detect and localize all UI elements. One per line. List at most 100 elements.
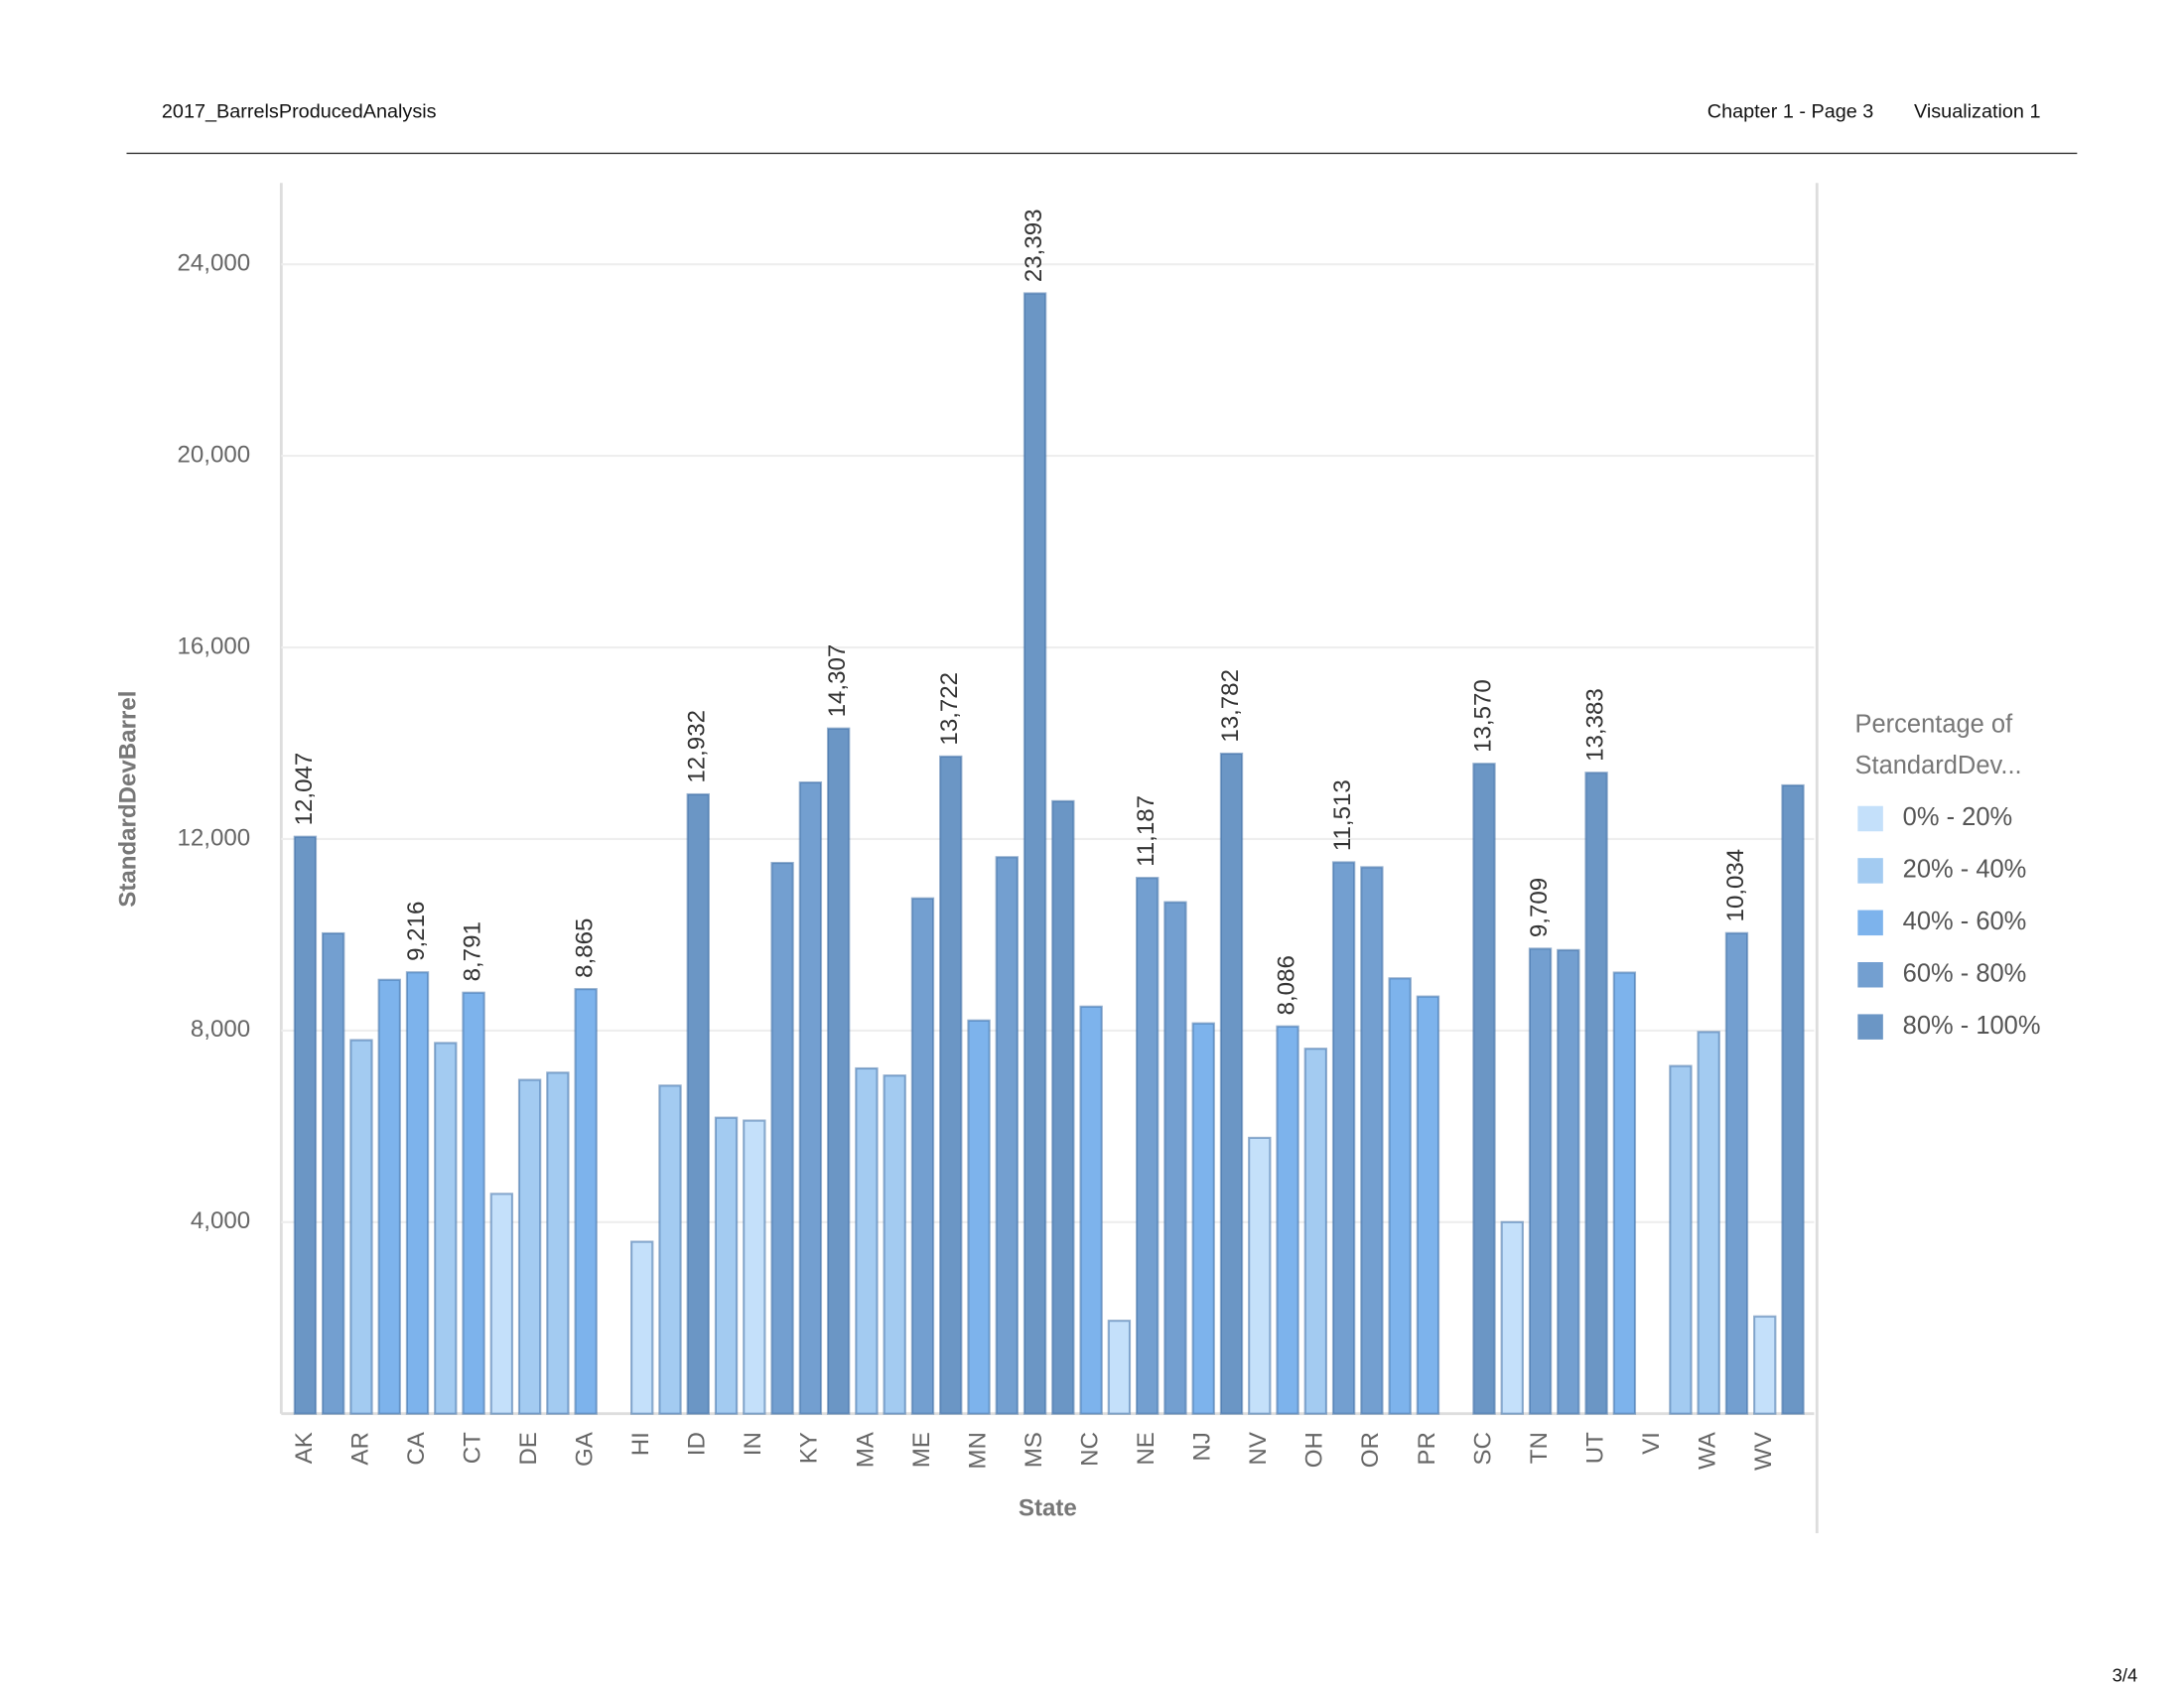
x-tick-label: DE bbox=[515, 1432, 542, 1465]
bar bbox=[939, 755, 963, 1415]
x-tick-label: HI bbox=[627, 1432, 654, 1456]
y-tick-label: 20,000 bbox=[178, 441, 251, 468]
legend-label: 0% - 20% bbox=[1903, 803, 2013, 831]
y-tick-label: 16,000 bbox=[178, 633, 251, 659]
data-label: 14,307 bbox=[824, 644, 851, 718]
data-label: 23,393 bbox=[1021, 209, 1047, 282]
section-label: Visualization 1 bbox=[1914, 101, 2041, 123]
y-tick-label: 8,000 bbox=[191, 1016, 250, 1043]
legend-swatch bbox=[1857, 961, 1883, 988]
report-title: 2017_BarrelsProducedAnalysis bbox=[162, 101, 437, 123]
bar bbox=[883, 1074, 906, 1415]
bar bbox=[1107, 1320, 1132, 1415]
x-tick-label: TN bbox=[1526, 1432, 1553, 1464]
x-tick-label: CA bbox=[403, 1431, 430, 1465]
bar bbox=[321, 931, 345, 1415]
bar bbox=[910, 897, 935, 1415]
x-tick-label: NC bbox=[1076, 1432, 1103, 1467]
legend-title: Percentage of bbox=[1855, 711, 2014, 739]
bar bbox=[546, 1071, 570, 1415]
bar bbox=[489, 1193, 514, 1415]
bar bbox=[434, 1042, 458, 1415]
y-tick-label: 24,000 bbox=[178, 250, 251, 277]
legend-label: 60% - 80% bbox=[1903, 959, 2027, 987]
bar bbox=[658, 1084, 682, 1415]
x-tick-label: GA bbox=[572, 1431, 599, 1467]
x-tick-label: KY bbox=[796, 1432, 823, 1464]
bar bbox=[1360, 866, 1384, 1415]
bar bbox=[1303, 1048, 1328, 1415]
x-tick-label: MS bbox=[1021, 1432, 1047, 1468]
bar bbox=[1724, 931, 1749, 1415]
data-label: 9,216 bbox=[403, 902, 430, 961]
bar bbox=[1388, 977, 1412, 1415]
legend-swatch bbox=[1857, 805, 1883, 832]
bar bbox=[1023, 292, 1047, 1415]
legend-swatch bbox=[1857, 910, 1883, 936]
x-tick-label: NE bbox=[1133, 1432, 1160, 1465]
legend-label: 20% - 40% bbox=[1903, 856, 2027, 884]
bar bbox=[1276, 1025, 1299, 1415]
bar bbox=[1753, 1315, 1777, 1415]
bar bbox=[1697, 1031, 1720, 1415]
page-number: 3/4 bbox=[2113, 1664, 2138, 1685]
bar bbox=[349, 1039, 373, 1415]
bar bbox=[1584, 772, 1608, 1415]
chapter-label: Chapter 1 - Page 3 bbox=[1707, 101, 1874, 123]
data-label: 13,383 bbox=[1581, 688, 1608, 762]
x-tick-label: AK bbox=[291, 1432, 318, 1464]
y-tick-label: 4,000 bbox=[191, 1207, 250, 1234]
bar bbox=[1500, 1220, 1524, 1415]
bar bbox=[770, 862, 794, 1415]
legend-label: 40% - 60% bbox=[1903, 908, 2027, 935]
x-axis-title: State bbox=[1019, 1494, 1077, 1521]
bar bbox=[967, 1019, 991, 1415]
bar bbox=[1219, 752, 1244, 1415]
data-label: 8,865 bbox=[572, 918, 599, 978]
bar bbox=[798, 780, 823, 1415]
x-tick-label: WV bbox=[1750, 1432, 1777, 1471]
x-tick-label: MA bbox=[852, 1431, 879, 1468]
bar bbox=[995, 856, 1019, 1415]
bar bbox=[826, 727, 851, 1415]
bar bbox=[1669, 1064, 1693, 1415]
bar bbox=[1248, 1136, 1272, 1415]
bar bbox=[517, 1078, 542, 1415]
bar bbox=[1051, 799, 1075, 1415]
data-label: 11,187 bbox=[1133, 795, 1160, 867]
bar bbox=[630, 1240, 654, 1415]
bar bbox=[714, 1116, 739, 1415]
x-tick-label: SC bbox=[1469, 1432, 1496, 1465]
x-tick-label: NV bbox=[1245, 1432, 1272, 1465]
bar bbox=[1557, 948, 1580, 1415]
bar bbox=[1612, 971, 1637, 1415]
bar bbox=[1135, 877, 1160, 1415]
bar bbox=[855, 1066, 879, 1415]
legend-swatch bbox=[1857, 858, 1883, 884]
x-tick-label: VI bbox=[1638, 1432, 1665, 1455]
bar bbox=[686, 792, 710, 1415]
legend-label: 80% - 100% bbox=[1903, 1012, 2041, 1040]
x-tick-label: OH bbox=[1301, 1432, 1328, 1468]
bar bbox=[405, 971, 430, 1415]
bar bbox=[462, 991, 485, 1415]
x-tick-label: OR bbox=[1357, 1432, 1384, 1468]
x-tick-label: NJ bbox=[1189, 1432, 1216, 1461]
data-label: 8,086 bbox=[1273, 955, 1299, 1015]
data-label: 13,722 bbox=[936, 672, 963, 746]
legend-swatch bbox=[1857, 1014, 1883, 1040]
bar bbox=[1163, 901, 1187, 1415]
data-label: 9,709 bbox=[1526, 878, 1553, 937]
bar bbox=[1191, 1022, 1215, 1415]
data-label: 8,791 bbox=[459, 921, 485, 981]
x-tick-label: WA bbox=[1695, 1431, 1721, 1470]
bar bbox=[1472, 763, 1496, 1415]
y-tick-label: 12,000 bbox=[178, 824, 251, 851]
x-tick-label: ME bbox=[908, 1432, 935, 1468]
bar bbox=[377, 978, 401, 1415]
bar bbox=[1079, 1005, 1103, 1415]
y-axis-title: StandardDevBarrel bbox=[115, 691, 142, 908]
data-label: 12,047 bbox=[291, 753, 318, 826]
data-label: 12,932 bbox=[684, 710, 711, 783]
